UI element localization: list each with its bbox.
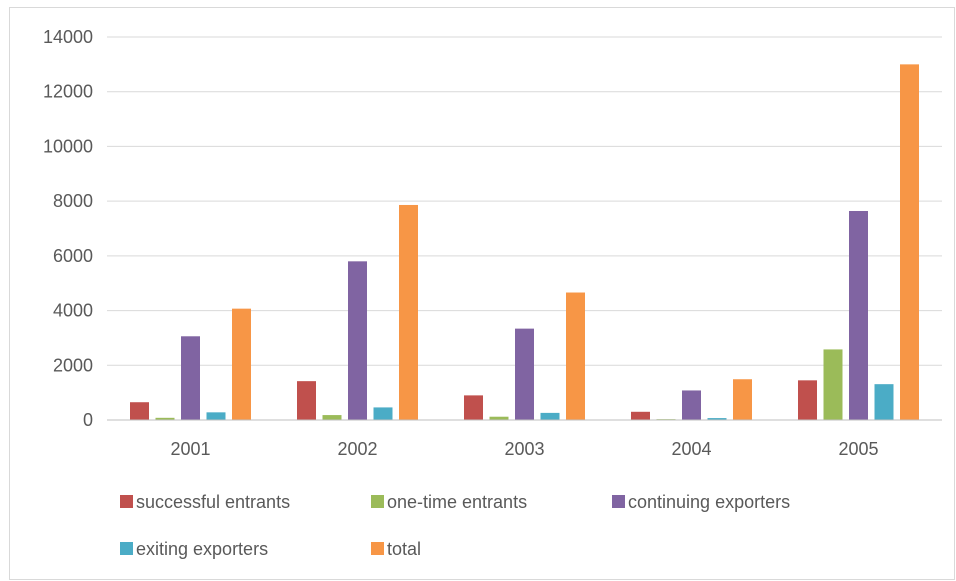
legend-label: total: [387, 539, 421, 559]
bar-exiting-exporters-2001: [206, 412, 226, 420]
legend-item-total: total: [371, 539, 421, 559]
bar-total-2001: [232, 308, 251, 420]
legend-item-successful-entrants: successful entrants: [120, 492, 290, 512]
y-tick-label: 12000: [43, 82, 93, 102]
bar-exiting-exporters-2004: [707, 418, 727, 420]
y-tick-label: 4000: [53, 301, 93, 321]
chart-frame: 0 2000 4000 6000 8000 10000 12000 14000 2001 200…: [9, 7, 955, 580]
bar-continuing-exporters-2005: [849, 210, 868, 420]
legend-label: continuing exporters: [628, 492, 790, 512]
bar-total-2005: [900, 64, 919, 420]
y-tick-label: 10000: [43, 136, 93, 156]
bar-continuing-exporters-2004: [682, 390, 701, 420]
x-tick-label: 2002: [337, 439, 377, 459]
y-tick-label: 0: [83, 410, 93, 430]
bar-successful-entrants-2001: [130, 402, 149, 420]
x-axis-tick-labels: 2001 2002 2003 2004 2005: [170, 439, 878, 459]
y-tick-label: 8000: [53, 191, 93, 211]
bar-one-time-entrants-2005: [823, 349, 843, 420]
x-tick-label: 2004: [671, 439, 711, 459]
x-tick-label: 2003: [504, 439, 544, 459]
bar-continuing-exporters-2002: [348, 261, 367, 420]
bar-continuing-exporters-2003: [515, 328, 534, 420]
legend-item-one-time-entrants: one-time entrants: [371, 492, 527, 512]
y-tick-label: 6000: [53, 246, 93, 266]
legend-label: successful entrants: [136, 492, 290, 512]
bar-one-time-entrants-2002: [322, 415, 342, 420]
bar-exiting-exporters-2005: [874, 384, 894, 420]
y-tick-label: 14000: [43, 27, 93, 47]
legend-swatch: [120, 495, 133, 508]
legend-label: exiting exporters: [136, 539, 268, 559]
x-tick-label: 2001: [170, 439, 210, 459]
bar-total-2003: [566, 292, 585, 420]
y-axis-tick-labels: 0 2000 4000 6000 8000 10000 12000 14000: [43, 27, 93, 430]
legend-label: one-time entrants: [387, 492, 527, 512]
bar-continuing-exporters-2001: [181, 336, 200, 420]
bar-successful-entrants-2004: [631, 411, 650, 420]
bar-exiting-exporters-2003: [540, 412, 560, 420]
bar-one-time-entrants-2001: [155, 417, 175, 420]
legend-swatch: [371, 542, 384, 555]
legend-item-continuing-exporters: continuing exporters: [612, 492, 790, 512]
bar-successful-entrants-2002: [297, 381, 316, 420]
x-tick-label: 2005: [838, 439, 878, 459]
legend-swatch: [612, 495, 625, 508]
bar-total-2004: [733, 379, 752, 420]
bar-one-time-entrants-2003: [489, 416, 509, 420]
bar-exiting-exporters-2002: [373, 407, 393, 420]
bar-total-2002: [399, 204, 418, 420]
legend-swatch: [120, 542, 133, 555]
legend-item-exiting-exporters: exiting exporters: [120, 539, 268, 559]
legend: successful entrants one-time entrants cont…: [120, 492, 790, 559]
bar-successful-entrants-2005: [798, 380, 817, 420]
bars: [130, 64, 919, 420]
bar-successful-entrants-2003: [464, 395, 483, 420]
y-tick-label: 2000: [53, 355, 93, 375]
legend-swatch: [371, 495, 384, 508]
